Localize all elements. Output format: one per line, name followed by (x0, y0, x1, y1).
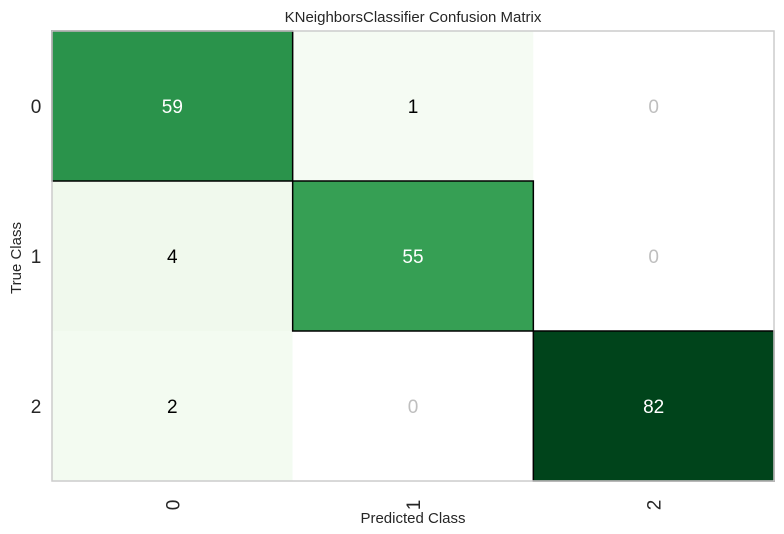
x-tick-labels: 0 1 2 (163, 500, 665, 511)
plot-frame (51, 30, 775, 482)
diagonal-outline-1 (291, 180, 535, 332)
heatmap-cell-0-1 (292, 31, 534, 181)
y-tick-label-0: 0 (31, 97, 42, 118)
cell-value-label-0-0: 59 (162, 97, 183, 118)
y-axis-label: True Class (8, 222, 25, 294)
cell-value-label-0-1: 1 (408, 97, 419, 118)
cell-value-label-1-0: 4 (167, 247, 178, 268)
heatmap-cell-2-1 (292, 331, 534, 481)
cell-value-label-2-2: 82 (643, 397, 664, 418)
cell-value-label-1-1: 55 (402, 247, 423, 268)
heatmap-cell-2-2 (533, 331, 774, 481)
cell-value-label-0-2: 0 (648, 97, 659, 118)
heatmap-cells (52, 31, 774, 481)
cell-value-label-2-1: 0 (408, 397, 419, 418)
heatmap-cell-0-2 (533, 31, 774, 181)
y-tick-label-2: 2 (31, 397, 42, 418)
heatmap-cell-2-0 (52, 331, 293, 481)
y-tick-labels: 0 1 2 (31, 97, 42, 418)
x-tick-label-2: 2 (645, 500, 666, 511)
y-tick-label-1: 1 (31, 247, 42, 268)
heatmap-cell-0-0 (52, 31, 293, 181)
heatmap-cell-1-2 (533, 181, 774, 331)
x-axis-label: Predicted Class (360, 510, 465, 527)
cell-value-label-2-0: 2 (167, 397, 178, 418)
x-tick-label-1: 1 (404, 500, 425, 511)
x-tick-label-0: 0 (163, 500, 184, 511)
chart-title: KNeighborsClassifier Confusion Matrix (285, 9, 542, 26)
cell-value-label-1-2: 0 (648, 247, 659, 268)
heatmap-cell-1-1 (292, 181, 534, 331)
heatmap-cell-1-0 (52, 181, 293, 331)
cell-labels: 59 1 0 4 55 0 2 0 82 (162, 97, 664, 418)
